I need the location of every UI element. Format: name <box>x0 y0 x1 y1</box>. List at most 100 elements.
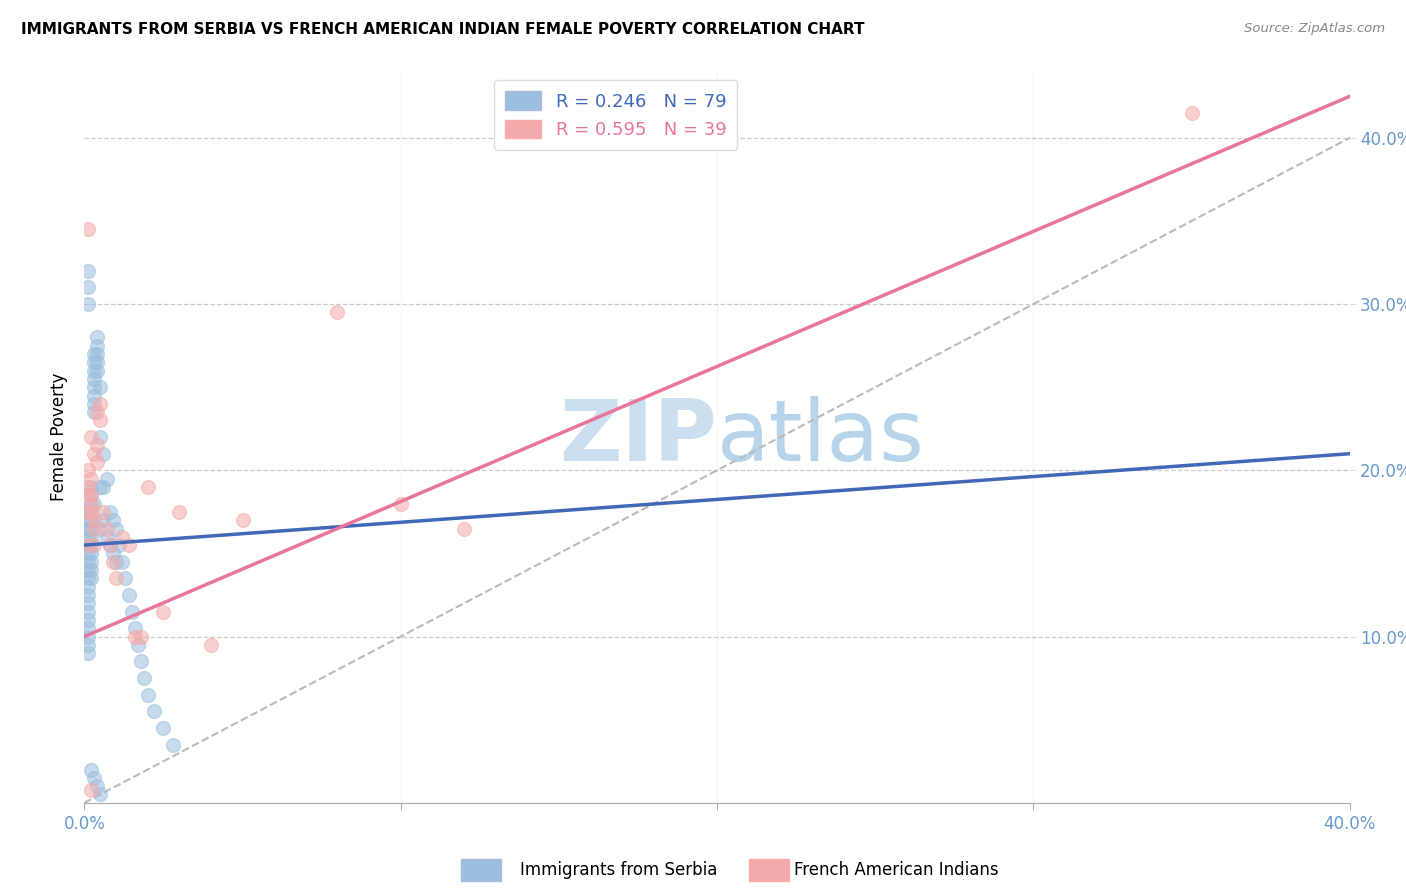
Point <box>86 455 108 469</box>
Point <box>80 546 103 560</box>
Point <box>80 513 103 527</box>
Text: French American Indians: French American Indians <box>794 861 1000 879</box>
Point <box>80 782 103 797</box>
Point <box>83 771 105 785</box>
Point <box>96 521 118 535</box>
Point <box>105 571 128 585</box>
Point <box>389 497 412 511</box>
Point <box>76 546 98 560</box>
Point <box>86 330 108 344</box>
Point <box>83 363 105 377</box>
Point <box>96 530 118 544</box>
Point <box>83 521 105 535</box>
Point <box>93 480 115 494</box>
Point <box>93 447 115 461</box>
Point <box>89 480 111 494</box>
Point <box>83 347 105 361</box>
Point <box>83 397 105 411</box>
Point <box>93 505 115 519</box>
Point <box>76 571 98 585</box>
Point <box>231 513 254 527</box>
Point <box>124 621 146 635</box>
Point <box>98 538 121 552</box>
Point <box>89 413 111 427</box>
Point <box>121 605 143 619</box>
Point <box>83 538 105 552</box>
Point <box>83 405 105 419</box>
Point <box>96 472 118 486</box>
Point <box>80 763 103 777</box>
Point <box>76 638 98 652</box>
Point <box>76 264 98 278</box>
Point <box>143 705 166 719</box>
Text: Immigrants from Serbia: Immigrants from Serbia <box>520 861 717 879</box>
Point <box>105 521 128 535</box>
Point <box>89 397 111 411</box>
Point <box>114 571 136 585</box>
Point <box>76 588 98 602</box>
Point <box>76 505 98 519</box>
Point <box>80 555 103 569</box>
Point <box>101 513 124 527</box>
Point <box>76 521 98 535</box>
Point <box>76 538 98 552</box>
Point <box>105 555 128 569</box>
Point <box>124 630 146 644</box>
Point <box>86 405 108 419</box>
Point <box>86 363 108 377</box>
Point <box>80 530 103 544</box>
Text: Source: ZipAtlas.com: Source: ZipAtlas.com <box>1244 22 1385 36</box>
Point <box>76 605 98 619</box>
Point <box>80 521 103 535</box>
Point <box>1181 106 1204 120</box>
Point <box>80 497 103 511</box>
Point <box>152 721 174 735</box>
Point <box>83 497 105 511</box>
Point <box>76 463 98 477</box>
Point <box>453 521 475 535</box>
Point <box>80 488 103 502</box>
Point <box>83 355 105 369</box>
Point <box>80 497 103 511</box>
Point <box>80 430 103 444</box>
Text: ZIP: ZIP <box>560 395 717 479</box>
Text: IMMIGRANTS FROM SERBIA VS FRENCH AMERICAN INDIAN FEMALE POVERTY CORRELATION CHAR: IMMIGRANTS FROM SERBIA VS FRENCH AMERICA… <box>21 22 865 37</box>
Point <box>83 447 105 461</box>
Point <box>118 588 141 602</box>
Point <box>80 472 103 486</box>
Point <box>86 355 108 369</box>
Point <box>169 505 191 519</box>
Point <box>129 655 153 669</box>
Point <box>76 630 98 644</box>
Point <box>80 480 103 494</box>
Point <box>108 538 131 552</box>
Point <box>86 338 108 352</box>
Point <box>86 438 108 452</box>
Point <box>76 222 98 236</box>
Point <box>101 546 124 560</box>
Point <box>89 521 111 535</box>
Point <box>76 596 98 610</box>
Point <box>136 688 159 702</box>
Point <box>326 305 349 319</box>
Point <box>76 555 98 569</box>
Point <box>162 738 184 752</box>
Text: atlas: atlas <box>717 395 925 479</box>
Point <box>80 488 103 502</box>
Point <box>89 788 111 802</box>
Point <box>80 505 103 519</box>
Point <box>89 430 111 444</box>
Point <box>76 538 98 552</box>
Point <box>76 280 98 294</box>
Point <box>76 563 98 577</box>
Point <box>127 638 149 652</box>
Point <box>76 513 98 527</box>
Point <box>76 621 98 635</box>
Point <box>89 380 111 394</box>
Point <box>98 505 121 519</box>
Point <box>80 538 103 552</box>
Y-axis label: Female Poverty: Female Poverty <box>51 373 69 501</box>
Point <box>80 505 103 519</box>
Point <box>83 513 105 527</box>
Point <box>76 530 98 544</box>
